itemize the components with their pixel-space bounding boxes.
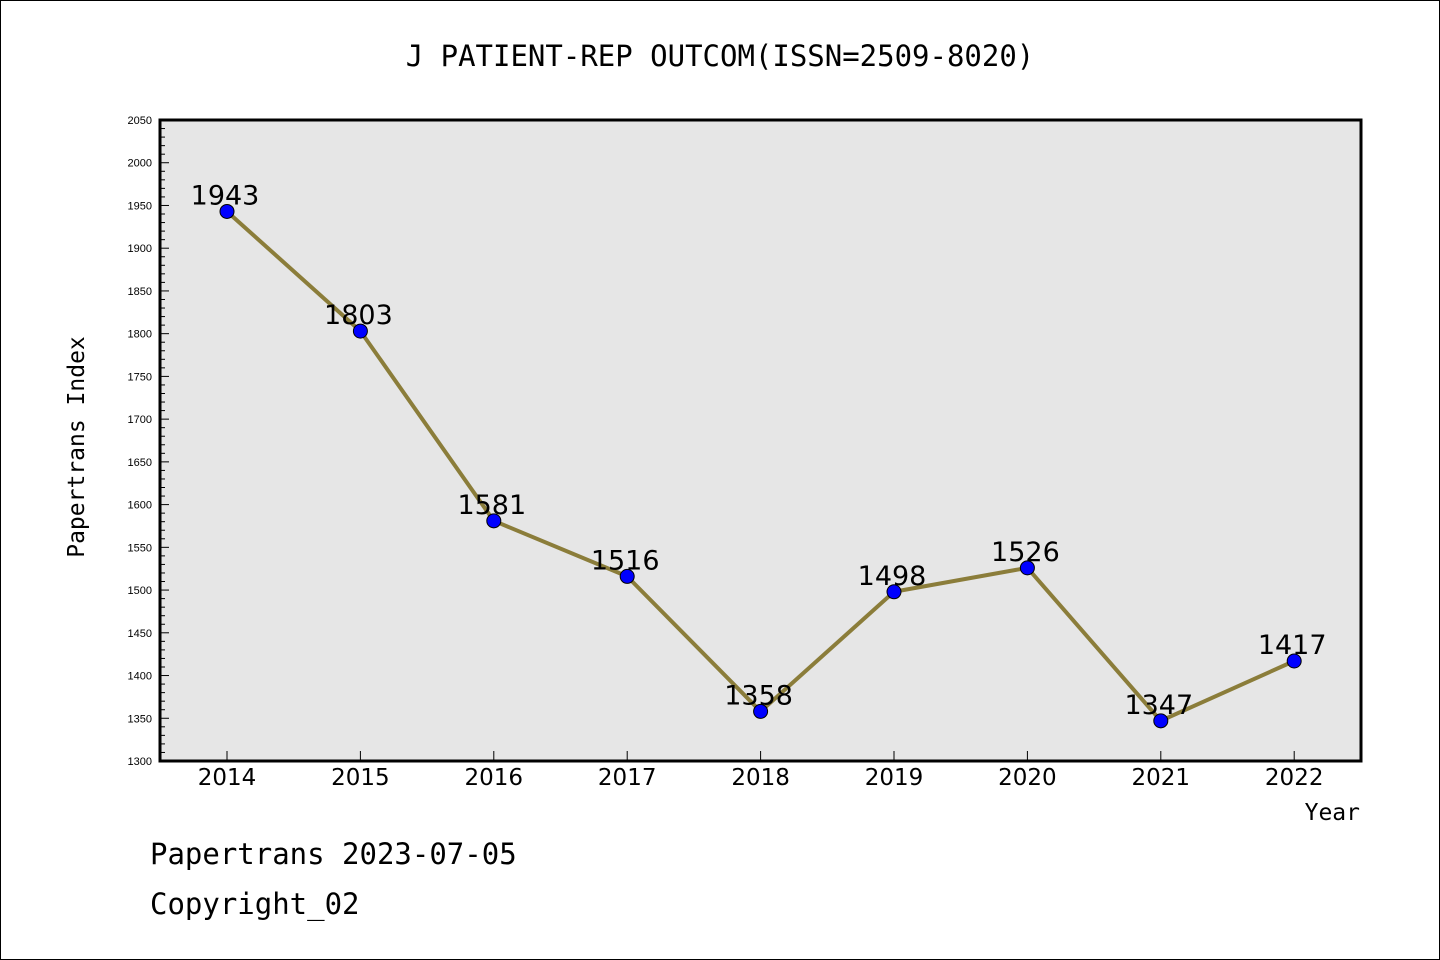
x-tick-label: 2021	[1132, 765, 1191, 791]
y-tick-label: 1900	[128, 243, 152, 255]
data-point	[1019, 560, 1035, 576]
y-tick-label: 1350	[128, 713, 152, 725]
y-tick-label: 1800	[128, 329, 152, 341]
data-point	[619, 568, 635, 584]
data-label: 1417	[1258, 630, 1327, 661]
data-point	[486, 513, 502, 529]
data-label: 1943	[191, 180, 260, 211]
y-axis-ticks: 1300 1350 1400 1450 1500 1550 1600 1650 1700 1750…	[128, 115, 169, 768]
y-tick-label: 2050	[128, 115, 152, 127]
plot-border	[158, 118, 1363, 763]
data-label: 1358	[724, 680, 793, 711]
y-tick-label: 1950	[128, 200, 152, 212]
y-tick-label: 1500	[128, 585, 152, 597]
x-tick-label: 2020	[998, 765, 1057, 791]
data-label: 1498	[858, 561, 927, 592]
plot-area	[160, 120, 1361, 761]
x-tick-label: 2017	[598, 765, 657, 791]
y-tick-label: 1700	[128, 414, 152, 426]
data-point	[886, 584, 902, 600]
x-axis-label: Year	[1305, 800, 1360, 826]
y-tick-label: 1550	[128, 542, 152, 554]
x-tick-label: 2014	[198, 765, 257, 791]
chart-title: J PATIENT-REP OUTCOM(ISSN=2509-8020)	[406, 39, 1035, 73]
y-tick-label: 1650	[128, 457, 152, 469]
footer-date: Papertrans 2023-07-05	[150, 837, 517, 871]
y-tick-label: 1750	[128, 371, 152, 383]
y-tick-label: 1400	[128, 671, 152, 683]
data-point	[352, 323, 368, 339]
data-label: 1581	[457, 490, 526, 521]
x-tick-label: 2015	[331, 765, 390, 791]
data-label: 1347	[1124, 690, 1193, 721]
y-tick-label: 1300	[128, 756, 152, 768]
data-label: 1526	[991, 537, 1060, 568]
x-tick-label: 2019	[865, 765, 924, 791]
y-axis-label: Papertrans Index	[64, 336, 90, 558]
data-label: 1516	[591, 545, 660, 576]
y-tick-label: 1850	[128, 286, 152, 298]
series-group: 1943 1803 1581 1516 1358 1498 1526 1347 1417	[191, 180, 1327, 729]
data-point	[1286, 653, 1302, 669]
footer-copyright: Copyright_02	[150, 887, 360, 922]
y-tick-label: 1450	[128, 628, 152, 640]
y-tick-label: 2000	[128, 158, 152, 170]
data-point	[753, 703, 769, 719]
x-tick-label: 2022	[1265, 765, 1324, 791]
x-tick-label: 2018	[731, 765, 790, 791]
x-tick-label: 2016	[465, 765, 524, 791]
data-point	[1153, 713, 1169, 729]
x-axis-ticks: 2014 2015 2016 2017 2018 2019 2020 2021 2022	[198, 751, 1324, 791]
y-tick-label: 1600	[128, 500, 152, 512]
data-point	[219, 203, 235, 219]
data-label: 1803	[324, 300, 393, 331]
